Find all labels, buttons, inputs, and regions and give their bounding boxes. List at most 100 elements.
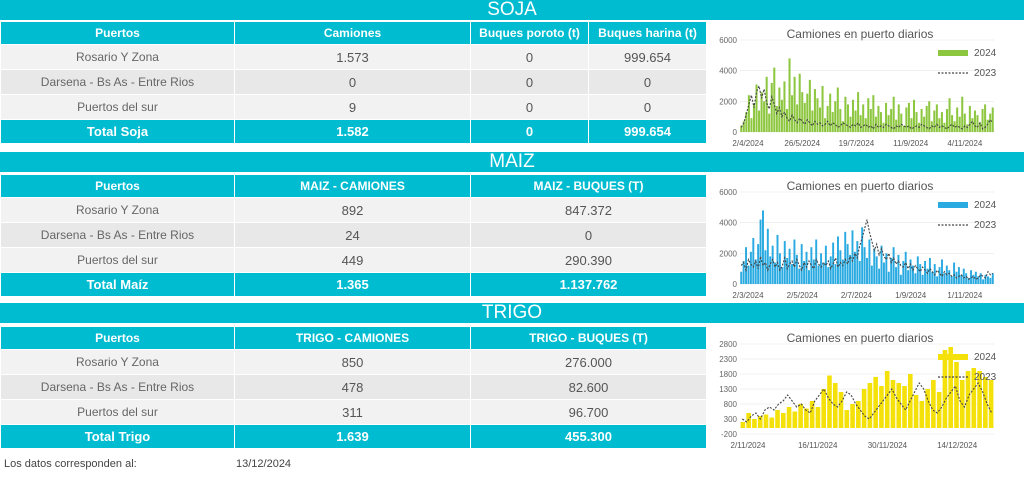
bar — [866, 257, 868, 284]
bar — [961, 96, 964, 132]
bar — [981, 109, 984, 132]
series-line-2023 — [741, 381, 993, 423]
port-name: Puertos del sur — [0, 247, 235, 273]
bar — [986, 119, 989, 132]
bar — [979, 122, 982, 132]
bar — [933, 110, 936, 132]
x-tick-label: 2/5/2024 — [787, 291, 819, 300]
bar — [880, 245, 883, 284]
y-tick-label: 6000 — [719, 188, 737, 197]
bar — [754, 259, 757, 284]
bar — [836, 87, 839, 132]
bar — [890, 380, 896, 428]
bar — [745, 112, 748, 132]
bar — [765, 76, 768, 132]
bar — [762, 210, 764, 284]
bar — [879, 112, 882, 132]
bar — [783, 81, 786, 132]
bar — [902, 261, 905, 284]
bar — [919, 401, 925, 428]
bar — [943, 122, 946, 132]
y-tick-label: 0 — [733, 128, 738, 137]
x-tick-label: 14/12/2024 — [937, 441, 978, 450]
total-cell: 1.582 — [234, 119, 471, 144]
bar — [769, 417, 775, 428]
bar — [963, 113, 966, 132]
bar — [925, 105, 928, 132]
bar — [811, 110, 814, 132]
port-name: Darsena - Bs As - Entre Rios — [0, 222, 235, 248]
bar — [780, 413, 786, 428]
bar — [781, 267, 784, 284]
column-header: Buques poroto (t) — [470, 21, 589, 45]
bar — [795, 254, 798, 284]
bar — [820, 253, 823, 284]
column-header: TRIGO - CAMIONES — [234, 326, 471, 350]
soja-chart: Camiones en puerto diarios 0 2000 4000 6000 2… — [706, 22, 1024, 150]
table-row: Darsena - Bs As - Entre Rios 478 82.600 — [0, 374, 707, 400]
x-tick-label: 1/9/2024 — [895, 291, 927, 300]
bar — [791, 264, 793, 284]
x-tick-label: 19/7/2024 — [839, 139, 875, 148]
bar — [749, 251, 752, 284]
bar — [771, 245, 774, 284]
bar — [747, 95, 750, 132]
bar — [878, 268, 881, 284]
bar — [750, 118, 753, 132]
bar — [919, 264, 922, 284]
y-tick-label: 800 — [724, 400, 738, 409]
y-tick-label: 4000 — [719, 219, 737, 228]
bar — [841, 121, 844, 132]
bar — [826, 105, 829, 132]
bar — [742, 261, 745, 284]
bar — [768, 113, 771, 132]
bar — [844, 231, 847, 284]
bar — [740, 422, 746, 428]
bar — [773, 67, 776, 132]
bar — [801, 92, 804, 132]
bar — [858, 261, 861, 284]
bar — [758, 110, 761, 132]
bar — [910, 118, 913, 132]
bar — [916, 256, 919, 284]
bar — [807, 270, 810, 284]
bar — [857, 92, 860, 132]
bar — [940, 112, 943, 132]
bar — [885, 102, 888, 132]
bar — [831, 112, 834, 132]
bar — [859, 115, 862, 132]
table-row: Rosario Y Zona 1.573 0 999.654 — [0, 44, 707, 70]
bar — [942, 350, 948, 428]
bar — [935, 104, 938, 132]
bar — [877, 105, 880, 132]
bar — [986, 276, 989, 284]
bar — [921, 274, 924, 284]
chart-title: Camiones en puerto diarios — [787, 27, 934, 41]
x-tick-label: 26/5/2024 — [784, 139, 820, 148]
table-row: Rosario Y Zona 850 276.000 — [0, 349, 707, 375]
bar — [953, 262, 956, 284]
legend-label-2024: 2024 — [974, 200, 997, 211]
bar — [926, 268, 929, 284]
bar — [740, 125, 743, 132]
bar — [931, 271, 934, 284]
bar — [846, 244, 849, 284]
total-cell: 455.300 — [470, 424, 707, 449]
bar — [752, 419, 757, 428]
bar — [766, 228, 769, 284]
total-cell: 999.654 — [588, 119, 707, 144]
table-cell: 290.390 — [470, 247, 707, 273]
table-cell: 1.573 — [234, 44, 471, 70]
bar — [971, 118, 974, 132]
bar — [740, 271, 743, 284]
bar — [902, 125, 905, 132]
bar — [776, 234, 779, 284]
total-cell: 1.365 — [234, 272, 471, 297]
footer-date: 13/12/2024 — [236, 458, 292, 470]
port-name: Darsena - Bs As - Entre Rios — [0, 374, 235, 400]
bar — [965, 371, 971, 428]
bar — [827, 267, 830, 284]
bar — [991, 273, 994, 284]
legend-label-2024: 2024 — [974, 48, 997, 59]
bar — [844, 410, 850, 428]
